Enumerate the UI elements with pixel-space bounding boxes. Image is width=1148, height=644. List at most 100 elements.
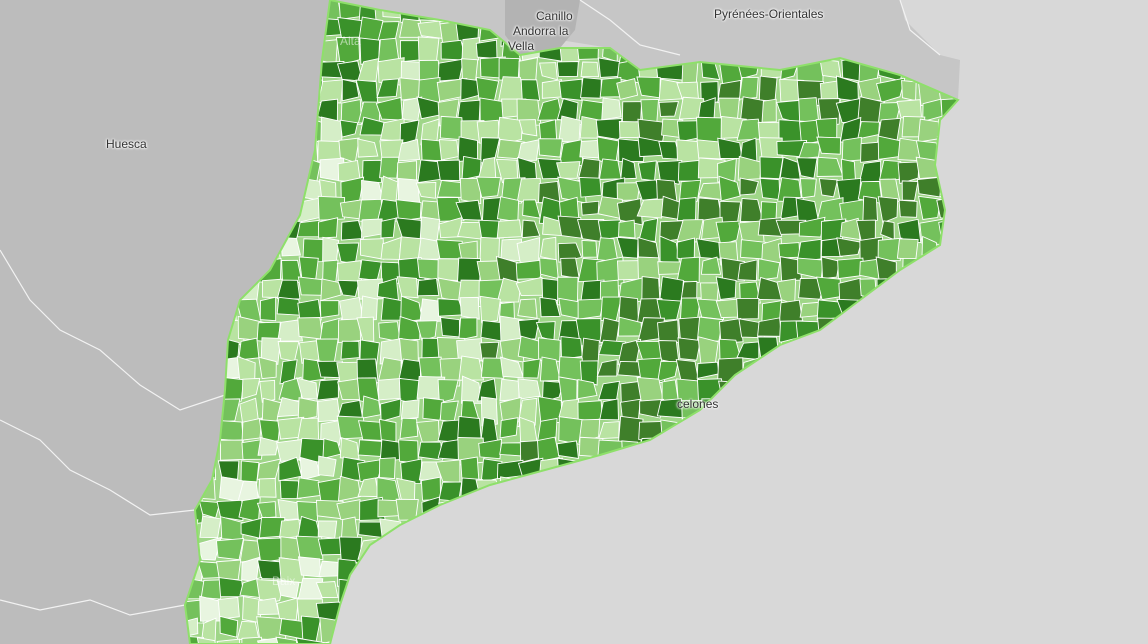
municipality[interactable] — [862, 195, 878, 224]
municipality[interactable] — [657, 360, 679, 383]
municipality[interactable] — [417, 277, 440, 297]
municipality[interactable] — [580, 77, 602, 99]
municipality[interactable] — [216, 559, 242, 580]
municipality[interactable] — [320, 278, 342, 302]
municipality[interactable] — [477, 378, 498, 402]
municipality[interactable] — [557, 242, 583, 263]
municipality[interactable] — [557, 215, 582, 239]
municipality[interactable] — [416, 320, 438, 342]
municipality[interactable] — [636, 376, 664, 403]
municipality[interactable] — [601, 97, 622, 121]
municipality[interactable] — [240, 460, 260, 484]
municipality[interactable] — [758, 75, 778, 102]
municipality[interactable] — [337, 279, 360, 297]
municipality[interactable] — [356, 316, 375, 342]
municipality[interactable] — [877, 237, 903, 262]
municipality[interactable] — [299, 456, 321, 481]
municipality[interactable] — [437, 58, 465, 82]
municipality[interactable] — [341, 78, 360, 102]
municipality[interactable] — [217, 596, 240, 620]
municipality[interactable] — [415, 181, 437, 199]
municipality[interactable] — [575, 318, 602, 347]
municipality[interactable] — [461, 155, 482, 181]
municipality[interactable] — [478, 438, 503, 460]
municipality[interactable] — [479, 295, 501, 324]
municipality[interactable] — [656, 298, 682, 321]
municipality[interactable] — [896, 99, 923, 120]
municipality[interactable] — [818, 178, 839, 198]
municipality[interactable] — [638, 217, 659, 242]
municipality[interactable] — [437, 379, 459, 404]
municipality[interactable] — [677, 337, 701, 361]
municipality[interactable] — [796, 238, 822, 263]
municipality[interactable] — [257, 597, 280, 616]
municipality[interactable] — [521, 219, 541, 239]
municipality[interactable] — [598, 158, 622, 180]
municipality[interactable] — [497, 116, 523, 146]
municipality[interactable] — [357, 138, 379, 158]
municipality[interactable] — [798, 142, 821, 160]
municipality[interactable] — [656, 160, 683, 185]
municipality[interactable] — [657, 319, 680, 343]
municipality[interactable] — [696, 316, 724, 342]
municipality[interactable] — [537, 396, 563, 424]
municipality[interactable] — [577, 298, 605, 320]
municipality[interactable] — [620, 157, 637, 180]
municipality[interactable] — [275, 636, 301, 644]
municipality[interactable] — [739, 281, 761, 304]
municipality[interactable] — [719, 317, 744, 344]
municipality[interactable] — [860, 141, 884, 163]
municipality[interactable] — [898, 199, 918, 218]
municipality[interactable] — [738, 76, 759, 100]
municipality[interactable] — [480, 357, 506, 379]
municipality[interactable] — [798, 97, 820, 125]
municipality[interactable] — [419, 298, 442, 323]
municipality[interactable] — [475, 39, 498, 59]
municipality[interactable] — [759, 177, 781, 201]
municipality[interactable] — [757, 258, 781, 281]
municipality[interactable] — [296, 477, 321, 499]
municipality[interactable] — [715, 220, 742, 246]
municipality[interactable] — [259, 379, 276, 403]
municipality[interactable] — [556, 440, 579, 459]
municipality[interactable] — [315, 581, 339, 598]
municipality[interactable] — [841, 136, 862, 162]
municipality[interactable] — [257, 437, 279, 456]
municipality[interactable] — [335, 36, 361, 66]
municipality[interactable] — [819, 80, 841, 104]
municipality[interactable] — [757, 217, 783, 237]
municipality[interactable] — [461, 58, 479, 82]
municipality[interactable] — [476, 176, 502, 198]
municipality[interactable] — [556, 61, 579, 78]
municipality[interactable] — [380, 217, 396, 239]
municipality[interactable] — [517, 298, 538, 319]
municipality[interactable] — [315, 338, 339, 365]
municipality[interactable] — [718, 175, 741, 202]
municipality[interactable] — [258, 356, 277, 380]
municipality[interactable] — [435, 239, 464, 260]
municipality[interactable] — [580, 61, 600, 78]
municipality[interactable] — [458, 317, 478, 341]
municipality[interactable] — [879, 159, 902, 181]
municipality[interactable] — [560, 336, 583, 360]
municipality[interactable] — [241, 377, 261, 400]
municipality[interactable] — [560, 257, 580, 280]
municipality[interactable] — [697, 336, 719, 366]
municipality[interactable] — [517, 139, 540, 161]
municipality[interactable] — [297, 417, 320, 443]
municipality[interactable] — [297, 556, 322, 578]
municipality[interactable] — [317, 195, 346, 221]
municipality[interactable] — [361, 159, 382, 184]
municipality[interactable] — [277, 319, 304, 342]
municipality[interactable] — [319, 300, 340, 319]
municipality[interactable] — [398, 439, 419, 464]
municipality[interactable] — [538, 138, 563, 158]
municipality[interactable] — [397, 177, 421, 204]
municipality[interactable] — [340, 220, 365, 241]
municipality[interactable] — [395, 199, 422, 222]
municipality[interactable] — [297, 317, 324, 340]
municipality[interactable] — [658, 101, 680, 117]
municipality[interactable] — [358, 521, 384, 539]
municipality[interactable] — [216, 499, 244, 522]
